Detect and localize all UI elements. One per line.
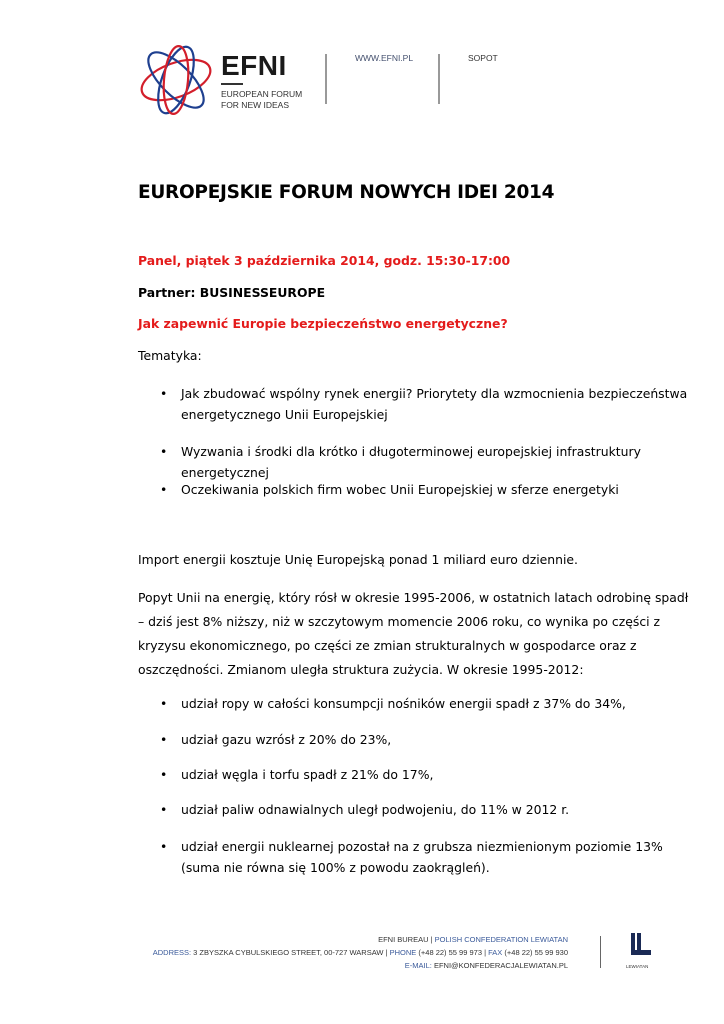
topic-text: Oczekiwania polskich firm wobec Unii Eur… <box>181 482 619 497</box>
footer-bureau: EFNI BUREAU | <box>378 935 433 944</box>
fact-text: udział energii nuklearnej pozostał na z … <box>181 839 663 875</box>
bullet: • <box>160 444 168 459</box>
website-link[interactable]: WWW.EFNI.PL <box>355 53 414 63</box>
bullet: • <box>160 839 168 854</box>
bullet: • <box>160 696 168 711</box>
logo-subtitle-line: FOR NEW IDEAS <box>221 100 290 110</box>
fact-text: udział paliw odnawialnych uległ podwojen… <box>181 802 570 817</box>
fact-text: udział węgla i torfu spadł z 21% do 17%, <box>181 767 434 782</box>
footer-phone: (+48 22) 55 99 973 | <box>418 948 487 957</box>
lewiatan-logo <box>631 933 651 955</box>
fact-text: udział gazu wzrósł z 20% do 23%, <box>181 732 392 747</box>
footer-address: 3 ZBYSZKA CYBULSKIEGO STREET, 00-727 WAR… <box>193 948 388 957</box>
footer-org: POLISH CONFEDERATION LEWIATAN <box>434 935 568 944</box>
footer-divider <box>600 936 601 968</box>
header-divider <box>325 54 327 104</box>
footer-email[interactable]: EFNI@KONFEDERACJALEWIATAN.PL <box>433 961 568 970</box>
footer-label: FAX <box>488 948 503 957</box>
footer-fax: (+48 22) 55 99 930 <box>504 948 568 957</box>
efni-globe-logo <box>140 45 212 115</box>
header-divider <box>438 54 440 104</box>
footer-label: ADDRESS: <box>152 948 192 957</box>
footer-line-3: E-MAIL: EFNI@KONFEDERACJALEWIATAN.PL <box>405 961 568 970</box>
partner: Partner: BUSINESSEUROPE <box>138 285 326 300</box>
topic-text: Wyzwania i środki dla krótko i długoterm… <box>181 444 641 480</box>
panel-date: Panel, piątek 3 października 2014, godz.… <box>138 253 511 268</box>
logo-wordmark: EFNI <box>221 50 287 81</box>
lewiatan-label: LEWIATAN <box>626 964 649 969</box>
footer-label: E-MAIL: <box>404 961 432 970</box>
panel-question: Jak zapewnić Europie bezpieczeństwo ener… <box>138 316 508 331</box>
topic-text: Jak zbudować wspólny rynek energii? Prio… <box>181 386 688 422</box>
city-label: SOPOT <box>468 53 498 63</box>
bullet: • <box>160 386 168 401</box>
footer-line-2: ADDRESS: 3 ZBYSZKA CYBULSKIEGO STREET, 0… <box>153 948 568 957</box>
topics-label: Tematyka: <box>138 348 202 363</box>
paragraph-import: Import energii kosztuje Unię Europejską … <box>138 552 578 567</box>
logo-subtitle-line: EUROPEAN FORUM <box>221 89 303 99</box>
logo-divider <box>221 83 243 85</box>
page-title: EUROPEJSKIE FORUM NOWYCH IDEI 2014 <box>138 182 555 203</box>
fact-text: udział ropy w całości konsumpcji nośnikó… <box>181 696 626 711</box>
footer-line-1: EFNI BUREAU | POLISH CONFEDERATION LEWIA… <box>378 935 568 944</box>
bullet: • <box>160 732 168 747</box>
bullet: • <box>160 767 168 782</box>
logo-subtitle: EUROPEAN FORUM FOR NEW IDEAS <box>221 89 302 111</box>
paragraph-demand: Popyt Unii na energię, który rósł w okre… <box>138 590 689 677</box>
footer-label: PHONE <box>389 948 417 957</box>
bullet: • <box>160 482 168 497</box>
bullet: • <box>160 802 168 817</box>
